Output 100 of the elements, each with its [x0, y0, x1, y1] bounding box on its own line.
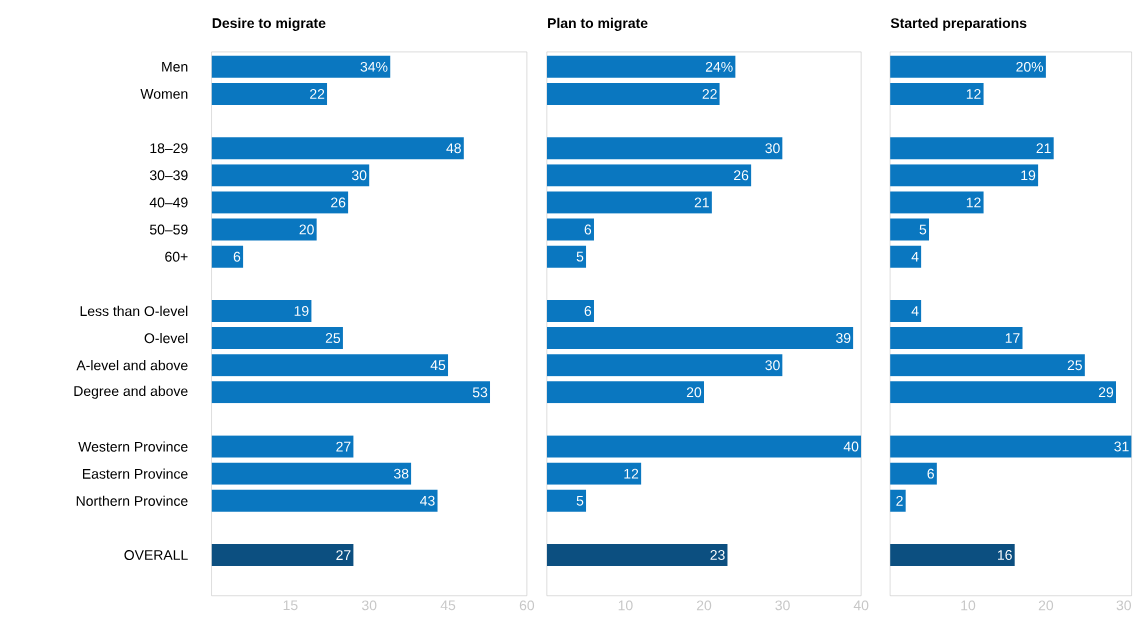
data-label: 12 [966, 197, 981, 208]
data-label: 5 [919, 224, 927, 235]
bar [890, 300, 922, 323]
bar [211, 462, 412, 485]
data-label: 6 [233, 251, 241, 262]
chart-title: Desire to migrate [212, 17, 326, 32]
bar [546, 381, 704, 404]
bar [211, 137, 464, 160]
data-label: 20% [1016, 62, 1044, 72]
data-label: 48 [446, 143, 461, 154]
bar [546, 218, 594, 241]
y-tick-label: 30–39 [149, 170, 188, 181]
y-tick-label: 50–59 [149, 224, 188, 235]
data-label: 6 [584, 224, 592, 235]
data-label: 29 [1098, 387, 1114, 398]
x-tick-label: 30 [361, 600, 377, 611]
data-label: 27 [336, 550, 351, 561]
y-tick-label: Eastern Province [83, 468, 188, 479]
bar [546, 489, 587, 512]
chart-title: Plan to migrate [548, 17, 648, 32]
bar [546, 55, 736, 78]
data-label: 27 [336, 441, 351, 452]
data-label: 31 [1114, 441, 1129, 452]
data-label: 17 [1005, 333, 1020, 344]
x-tick-label: 20 [696, 600, 712, 611]
bar [890, 544, 1015, 567]
data-label: 22 [310, 89, 325, 99]
bar [890, 83, 984, 106]
data-label: 21 [694, 197, 709, 208]
data-label: 16 [998, 550, 1012, 561]
x-tick-label: 45 [440, 600, 456, 611]
data-label: 25 [325, 333, 341, 344]
bar [211, 300, 312, 323]
data-label: 22 [702, 89, 717, 99]
x-tick-label: 10 [961, 600, 976, 611]
data-label: 23 [710, 550, 725, 561]
x-tick-label: 30 [1116, 600, 1132, 611]
bar [890, 462, 937, 485]
chart-title: Started preparations [890, 17, 1027, 31]
bar [890, 191, 984, 214]
data-label: 30 [765, 143, 780, 154]
y-tick-label: 60+ [165, 251, 188, 262]
data-label: 5 [576, 251, 584, 262]
bar [546, 327, 854, 350]
y-tick-label: 40–49 [149, 197, 188, 208]
bar [890, 137, 1054, 160]
y-tick-label: Women [140, 89, 188, 99]
data-label: 34% [360, 62, 388, 72]
data-label: 43 [420, 496, 435, 506]
y-tick-label: Men [162, 62, 188, 72]
y-tick-label: Degree and above [74, 385, 188, 399]
data-label: 39 [836, 333, 851, 344]
data-label: 26 [734, 170, 749, 181]
data-label: 20 [299, 224, 314, 235]
bar [211, 544, 354, 567]
bar [546, 300, 594, 323]
data-label: 26 [331, 197, 346, 208]
y-tick-label: A-level and above [76, 360, 188, 371]
bar [211, 245, 244, 268]
bar [211, 83, 328, 106]
bar [546, 435, 862, 458]
data-label: 6 [927, 468, 934, 479]
data-label: 40 [843, 441, 859, 452]
data-label: 20 [686, 387, 702, 398]
data-label: 4 [911, 252, 919, 262]
bar [211, 218, 317, 241]
x-tick-label: 40 [853, 600, 869, 611]
x-tick-label: 20 [1038, 600, 1054, 611]
bar [546, 164, 752, 187]
data-label: 25 [1067, 360, 1082, 371]
bar [546, 245, 587, 268]
bar [211, 191, 349, 214]
bar [890, 327, 1023, 350]
data-label: 53 [472, 387, 488, 398]
y-tick-label: Northern Province [76, 495, 188, 507]
bar [211, 435, 354, 458]
bar [211, 381, 491, 404]
data-label: 4 [911, 306, 919, 316]
bar [546, 544, 728, 567]
bar [211, 327, 343, 350]
data-label: 30 [351, 170, 367, 181]
bar [546, 462, 642, 485]
data-label: 19 [1021, 170, 1036, 181]
y-tick-label: Less than O-level [80, 305, 188, 317]
data-label: 6 [584, 306, 592, 317]
bar [890, 381, 1116, 404]
bar [211, 489, 438, 512]
data-label: 5 [576, 496, 584, 506]
x-tick-label: 15 [283, 600, 298, 611]
data-label: 45 [430, 360, 446, 371]
bar [211, 164, 370, 187]
x-tick-label: 60 [519, 600, 535, 611]
bar [890, 218, 930, 241]
x-tick-label: 10 [618, 600, 633, 611]
bar [546, 191, 712, 214]
data-label: 30 [765, 360, 780, 371]
bar [211, 55, 391, 78]
bar [546, 83, 720, 106]
y-tick-label: Western Province [78, 441, 188, 452]
bar [890, 354, 1085, 377]
